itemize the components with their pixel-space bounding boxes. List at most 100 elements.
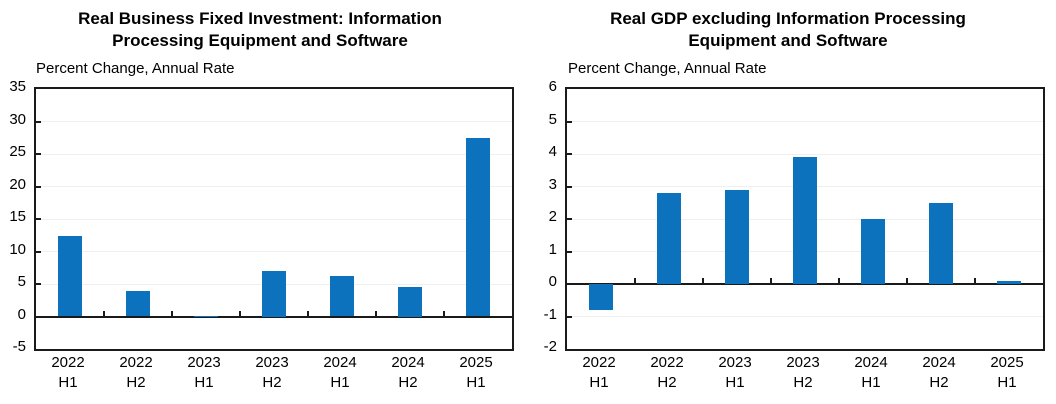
- y-axis-labels: 35 30 25 20 15 10 5 0 -5: [2, 78, 30, 355]
- x-category-label: 2022 H2: [633, 353, 701, 397]
- x-axis-tick: [443, 310, 445, 317]
- x-category-year: 2024: [391, 354, 425, 371]
- gridline: [36, 218, 512, 220]
- y-axis-tick: [565, 218, 572, 220]
- y-axis-tick: [565, 120, 572, 123]
- x-category-label: 2023 H2: [769, 353, 837, 397]
- plot-area: [565, 87, 1045, 351]
- x-axis-labels: 2022 H1 2022 H2 2023 H1 2023 H2 2024 H1 2024 H2 2025…: [34, 353, 510, 397]
- x-axis-tick: [838, 278, 840, 284]
- bar-2022-h2: [657, 193, 681, 284]
- y-tick-label: 10: [9, 240, 26, 258]
- x-category-label: 2022 H2: [102, 353, 170, 397]
- y-axis-tick: [34, 153, 41, 155]
- x-category-half: H1: [330, 374, 350, 391]
- y-axis-tick: [34, 218, 41, 220]
- x-axis-tick: [375, 310, 377, 317]
- x-category-year: 2023: [187, 354, 221, 371]
- bar-2022-h1: [589, 284, 613, 310]
- chart-fixed-investment: Real Business Fixed Investment: Informat…: [2, 9, 514, 397]
- bar-2024-h1: [861, 219, 885, 284]
- x-category-half: H2: [262, 374, 282, 391]
- bar-2023-h2: [262, 271, 286, 317]
- gridline: [36, 121, 512, 122]
- x-category-year: 2024: [323, 354, 357, 371]
- gridline: [36, 251, 512, 252]
- bar-2025-h1: [466, 138, 490, 317]
- bar-2023-h2: [793, 157, 817, 284]
- x-category-half: H1: [997, 374, 1017, 391]
- chart-title: Real GDP excluding Information Processin…: [536, 8, 1040, 52]
- y-axis-tick: [34, 120, 41, 123]
- bar-2024-h2: [929, 202, 953, 284]
- x-axis-tick: [906, 278, 908, 284]
- x-category-year: 2023: [255, 354, 289, 371]
- bar-2022-h2: [126, 291, 150, 317]
- y-axis-tick: [565, 153, 572, 155]
- bar-2023-h1: [194, 315, 218, 317]
- x-category-label: 2022 H1: [34, 353, 102, 397]
- x-category-label: 2023 H1: [701, 353, 769, 397]
- gridline: [567, 153, 1043, 155]
- x-category-half: H2: [657, 374, 677, 391]
- chart-title-line2: Equipment and Software: [688, 31, 888, 50]
- y-tick-label: 0: [17, 305, 26, 323]
- y-axis-tick: [34, 185, 41, 188]
- x-axis-tick: [702, 278, 704, 284]
- chart-title-line1: Real Business Fixed Investment: Informat…: [78, 9, 442, 28]
- x-axis-tick: [239, 310, 241, 317]
- y-tick-label: -2: [543, 338, 557, 355]
- x-category-year: 2022: [51, 354, 85, 371]
- y-tick-label: 5: [548, 110, 557, 128]
- x-category-year: 2024: [854, 354, 888, 371]
- chart-title-line2: Processing Equipment and Software: [112, 31, 408, 50]
- gridline: [36, 153, 512, 155]
- x-axis-tick: [171, 310, 173, 317]
- x-category-year: 2025: [459, 354, 493, 371]
- bar-2023-h1: [725, 189, 749, 284]
- x-category-half: H2: [793, 374, 813, 391]
- x-category-label: 2024 H1: [837, 353, 905, 397]
- x-category-label: 2023 H2: [238, 353, 306, 397]
- x-axis-tick: [770, 278, 772, 284]
- chart-title-line1: Real GDP excluding Information Processin…: [610, 9, 966, 28]
- x-category-label: 2025 H1: [973, 353, 1041, 397]
- gridline: [36, 186, 512, 187]
- y-axis-tick: [34, 283, 41, 285]
- x-axis-tick: [634, 278, 636, 284]
- y-tick-label: -5: [12, 338, 26, 355]
- y-axis-labels: 6 5 4 3 2 1 0 -1 -2: [533, 78, 561, 355]
- x-category-half: H2: [398, 374, 418, 391]
- plot-area: [34, 87, 514, 351]
- bar-2024-h1: [330, 275, 354, 317]
- y-tick-label: 5: [17, 273, 26, 290]
- x-category-label: 2025 H1: [442, 353, 510, 397]
- x-category-half: H1: [725, 374, 745, 391]
- x-axis-tick: [974, 278, 976, 284]
- axis-units-label: Percent Change, Annual Rate: [568, 60, 767, 77]
- axis-units-label: Percent Change, Annual Rate: [36, 60, 235, 77]
- y-axis-tick: [565, 250, 572, 253]
- bar-2024-h2: [398, 287, 422, 317]
- x-category-label: 2023 H1: [170, 353, 238, 397]
- gridline: [567, 121, 1043, 122]
- x-axis-tick: [103, 310, 105, 317]
- gridline: [567, 316, 1043, 317]
- x-axis-labels: 2022 H1 2022 H2 2023 H1 2023 H2 2024 H1 2024 H2 2025…: [565, 353, 1041, 397]
- zero-axis-line: [567, 283, 1043, 285]
- chart-gdp-excluding-ipp: Real GDP excluding Information Processin…: [528, 0, 1056, 404]
- y-tick-label: 4: [548, 143, 557, 160]
- x-category-half: H1: [861, 374, 881, 391]
- bar-2025-h1: [997, 280, 1021, 284]
- x-category-label: 2024 H2: [905, 353, 973, 397]
- y-axis-tick: [565, 185, 572, 188]
- y-tick-label: 1: [548, 240, 557, 258]
- y-axis-tick: [565, 315, 572, 318]
- x-category-year: 2023: [786, 354, 820, 371]
- x-category-half: H2: [126, 374, 146, 391]
- bar-2022-h1: [58, 235, 82, 317]
- x-category-label: 2024 H1: [306, 353, 374, 397]
- x-category-half: H1: [589, 374, 609, 391]
- y-tick-label: 20: [9, 175, 26, 193]
